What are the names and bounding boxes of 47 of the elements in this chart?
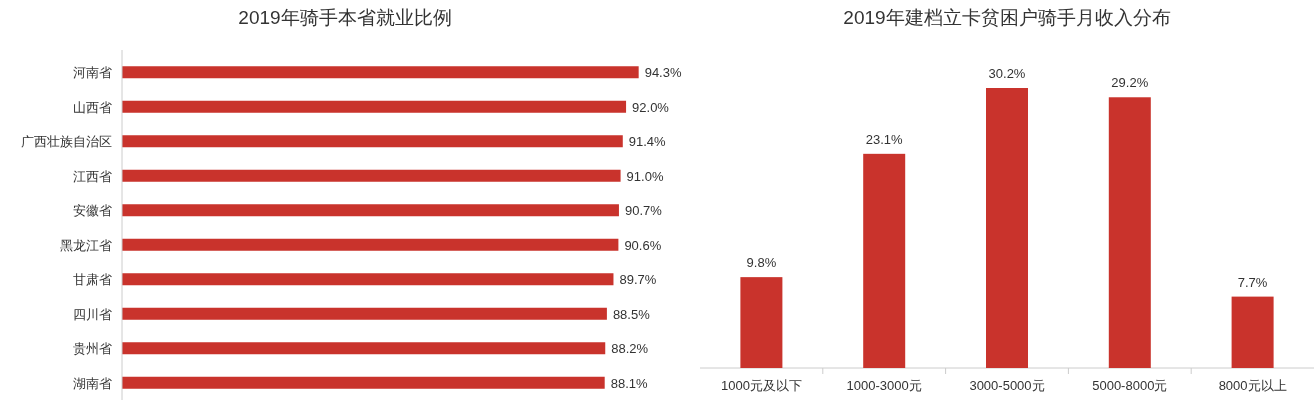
bar: [122, 66, 639, 79]
x-tick-label: 8000元以上: [1218, 378, 1287, 393]
y-tick-label: 贵州省: [73, 341, 112, 357]
data-label: 91.0%: [626, 168, 664, 184]
data-label: 91.4%: [628, 134, 667, 150]
x-tick-label: 5000-8000元: [1092, 378, 1168, 393]
y-tick-label: 广西壮族自治区: [21, 134, 112, 150]
data-label: 88.2%: [611, 341, 649, 357]
bar: [122, 169, 621, 182]
y-tick-label: 甘肃省: [73, 272, 112, 288]
y-tick-label: 河南省: [73, 65, 112, 81]
y-tick-label: 江西省: [73, 168, 112, 184]
y-tick-label: 湖南省: [73, 375, 112, 391]
data-label: 9.8%: [746, 255, 777, 271]
data-label: 92.0%: [632, 99, 670, 115]
y-tick-label: 山西省: [73, 99, 112, 115]
bar: [122, 376, 605, 389]
data-label: 88.1%: [610, 375, 648, 391]
bar: [122, 100, 627, 113]
data-label: 29.2%: [1111, 75, 1149, 91]
bar: [122, 307, 607, 320]
bar: [122, 238, 619, 251]
bar: [1231, 296, 1274, 368]
bar: [986, 88, 1028, 368]
bar: [122, 273, 614, 286]
data-label: 89.7%: [619, 272, 657, 288]
data-label: 7.7%: [1237, 274, 1268, 290]
data-label: 90.7%: [624, 203, 663, 219]
y-tick-label: 四川省: [73, 306, 112, 322]
bar: [122, 135, 623, 148]
x-tick-label: 1000元及以下: [720, 378, 802, 393]
chart-title: 2019年骑手本省就业比例: [238, 7, 452, 28]
x-tick-label: 3000-5000元: [969, 378, 1045, 393]
data-label: 94.3%: [644, 65, 682, 81]
y-tick-label: 安徽省: [73, 203, 112, 219]
data-label: 90.6%: [624, 237, 662, 253]
bar: [122, 342, 606, 355]
x-tick-label: 1000-3000元: [846, 378, 922, 393]
bar: [1108, 97, 1151, 368]
bar: [740, 277, 783, 368]
data-label: 88.5%: [612, 306, 651, 322]
y-tick-label: 黑龙江省: [60, 237, 112, 253]
data-label: 30.2%: [988, 66, 1026, 81]
data-label: 23.1%: [865, 131, 904, 147]
chart-title: 2019年建档立卡贫困户骑手月收入分布: [843, 7, 1171, 28]
bar: [863, 153, 906, 368]
bar: [122, 204, 619, 217]
